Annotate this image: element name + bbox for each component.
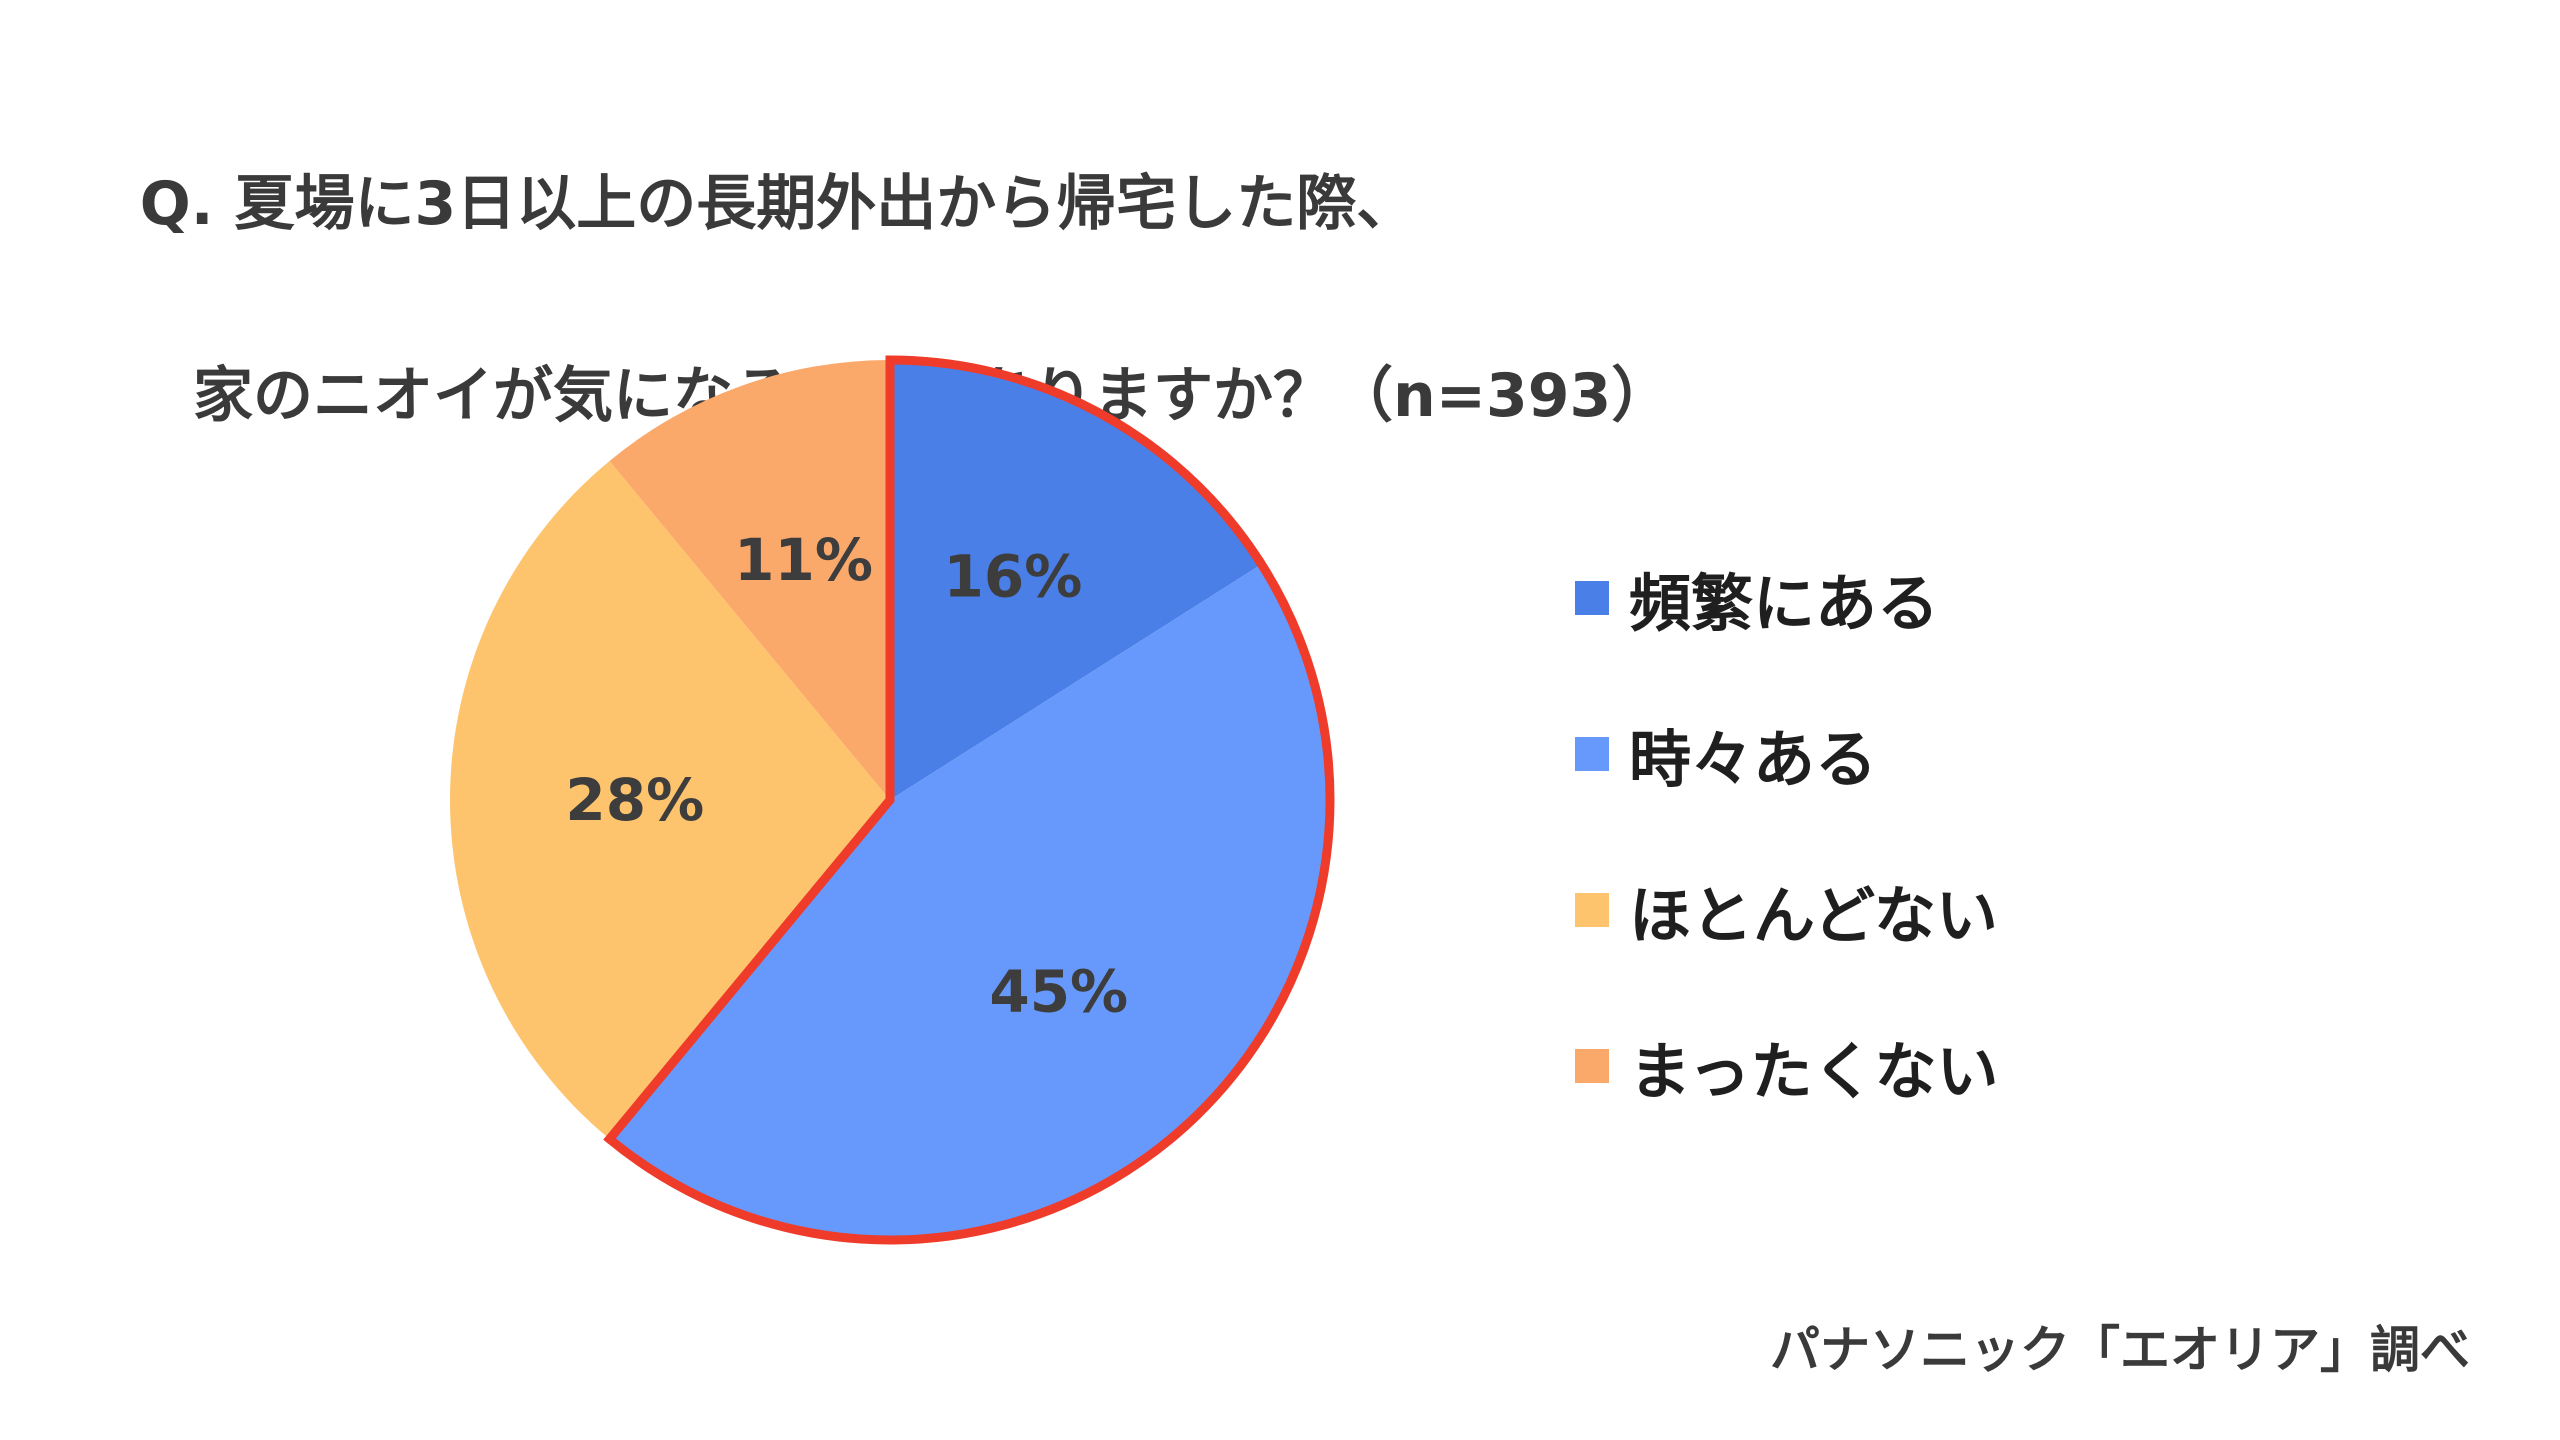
- legend-item-sometimes: 時々ある: [1575, 676, 2275, 832]
- legend-swatch: [1575, 1049, 1609, 1083]
- pie-chart: 16% 45% 28% 11%: [449, 355, 1335, 1245]
- legend: 頻繁にある 時々ある ほとんどない まったくない: [1575, 520, 2275, 1144]
- legend-swatch: [1575, 893, 1609, 927]
- pie-slice-rarely: [449, 460, 890, 1140]
- chart-title: Q. 夏場に3日以上の長期外出から帰宅した際、 家のニオイが気になることはありま…: [98, 60, 2398, 540]
- legend-label: 時々ある: [1629, 723, 1878, 796]
- legend-item-frequent: 頻繁にある: [1575, 520, 2275, 676]
- legend-label: 頻繁にある: [1629, 567, 1940, 640]
- pie-slices: [449, 360, 1330, 1240]
- pie-slice-labels: 16% 45% 28% 11%: [565, 526, 1128, 1026]
- legend-label: まったくない: [1629, 1035, 1999, 1108]
- legend-swatch: [1575, 581, 1609, 615]
- slice-label-frequent: 16%: [944, 542, 1083, 610]
- pie-slice-sometimes: [609, 564, 1330, 1240]
- pie-slice-frequent: [890, 360, 1262, 800]
- slice-label-never: 11%: [734, 526, 873, 594]
- legend-item-never: まったくない: [1575, 988, 2275, 1144]
- highlight-outline: [603, 355, 1335, 1245]
- source-note: パナソニック「エオリア」調べ: [1770, 1321, 2470, 1379]
- chart-title-line-1: Q. 夏場に3日以上の長期外出から帰宅した際、: [139, 169, 1417, 239]
- legend-swatch: [1575, 737, 1609, 771]
- legend-label: ほとんどない: [1629, 879, 1998, 952]
- slice-label-rarely: 28%: [565, 766, 704, 834]
- pie-slice-never: [609, 360, 890, 800]
- slice-label-sometimes: 45%: [989, 957, 1128, 1025]
- legend-item-rarely: ほとんどない: [1575, 832, 2275, 988]
